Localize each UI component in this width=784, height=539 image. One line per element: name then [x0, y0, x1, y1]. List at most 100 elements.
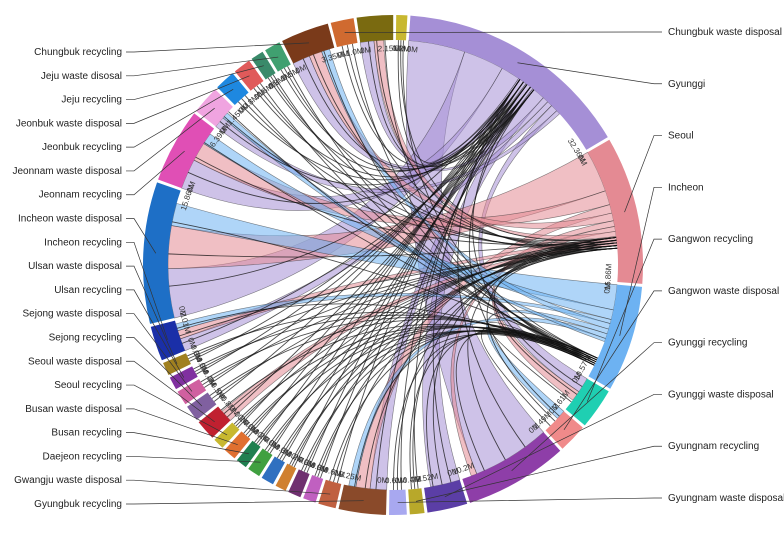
link-incheon-to-jeonbuk-waste-disposal — [259, 83, 595, 366]
leader-busan-recycling — [126, 432, 249, 455]
tick-min-chungbuk-recycling: 0M — [294, 63, 308, 76]
tick-min-incheon: 0M — [602, 282, 612, 294]
arc-sejong-recycling — [187, 392, 217, 420]
link-seoul-to-seoul-waste-disposal — [223, 247, 618, 414]
label-chungbuk-recycling: Chungbuk recycling — [34, 47, 122, 58]
arc-sejong-waste-disposal — [177, 379, 207, 405]
tick-min-gyungnam-recycling: 0M — [410, 474, 422, 484]
label-seoul-recycling: Seoul recycling — [54, 380, 122, 391]
arc-chungnam-waste-disposal — [395, 15, 408, 41]
label-gyunggi: Gyunggi — [668, 79, 705, 90]
link-gyunggi-to-jeonbuk-recycling — [237, 86, 531, 181]
leader-gyungnam-recycling — [415, 445, 662, 502]
link-gyunggi-to-chungnam-recycling — [367, 41, 535, 168]
link-incheon-to-chungnam-waste-disposal — [402, 40, 598, 359]
tick-min-chungnam-recycling: 0M — [360, 45, 372, 55]
tick-max-chungbuk-waste-disposal: 1.0M — [345, 46, 364, 58]
tick-min-gyungnam-waste-disposal: 0M — [395, 476, 407, 485]
label-gyungnam-waste-disposal: Gyungnam waste disposal — [668, 493, 784, 504]
link-seoul-to-gyungbuk-recycling — [364, 247, 618, 489]
leader-incheon — [619, 186, 662, 336]
link-seoul-to-busan-recycling — [256, 239, 617, 445]
link-gyunggi-to-jeonbuk-waste-disposal — [253, 87, 535, 178]
leader-seoul-waste-disposal — [126, 360, 215, 423]
leader-gyunggi-recycling — [511, 342, 662, 471]
link-incheon-to-chungnam-recycling — [384, 40, 595, 366]
link-seoul-to-chungbuk-recycling — [312, 54, 617, 246]
label-gangwon-waste-disposal: Gangwon waste disposal — [668, 286, 779, 297]
label-jeju-recycling: Jeju recycling — [61, 95, 122, 106]
ribbon-gyunggi-to-chungnam-recycling — [359, 40, 549, 171]
tick-min-gyunggi-waste-disposal: 0M — [446, 466, 459, 478]
arc-gwangju-recycling — [303, 474, 324, 503]
tick-min-incheon-recycling: 0M — [186, 336, 199, 350]
leader-seoul — [624, 135, 662, 213]
label-daejeon-recycling: Daejeon recycling — [43, 451, 123, 462]
link-incheon-to-sejong-waste-disposal — [200, 317, 598, 383]
tick-min-gyungbuk-recycling: 0M — [377, 476, 389, 486]
link-gyunggi-to-incheon-recycling — [181, 89, 535, 344]
link-seoul-to-jeju-waste-disosal — [283, 67, 617, 244]
label-gyunggi-recycling: Gyunggi recycling — [668, 338, 747, 349]
link-incheon-to-chungbuk-recycling — [323, 50, 597, 363]
label-gangwon-recycling: Gangwon recycling — [668, 234, 753, 245]
label-busan-waste-disposal: Busan waste disposal — [25, 404, 122, 415]
tick-max-gyungbuk-recycling: 3.25M — [338, 470, 362, 483]
leader-ulsan-recycling — [126, 289, 185, 378]
tick-max-chungnam-waste-disposal: 0.2M — [392, 44, 410, 54]
arc-daegu-recycling — [275, 463, 297, 491]
leader-jeonbuk-recycling — [126, 89, 234, 148]
tick-max-chungnam-recycling: 2.15M — [378, 44, 401, 53]
link-incheon-to-ulsan-waste-disposal — [187, 311, 596, 364]
link-incheon-to-jeju-waste-disosal — [287, 66, 598, 361]
label-incheon-recycling: Incheon recycling — [44, 237, 122, 248]
arc-gyungbuk-recycling — [338, 484, 387, 515]
link-seoul-to-busan-waste-disposal — [245, 242, 617, 436]
tick-min-chungbuk-waste-disposal: 0M — [337, 49, 350, 60]
link-incheon-to-jeonbuk-recycling — [244, 95, 596, 364]
tick-min-gyunggi: 0M — [406, 45, 418, 55]
label-busan-recycling: Busan recycling — [51, 428, 122, 439]
leader-ulsan-waste-disposal — [126, 265, 178, 364]
label-jeonbuk-recycling: Jeonbuk recycling — [42, 142, 122, 153]
link-gyunggi-to-busan-recycling — [258, 81, 524, 446]
arc-ulsan-waste-disposal — [163, 353, 191, 375]
arc-seoul-waste-disposal — [198, 406, 231, 438]
link-seoul-to-chungnam-waste-disposal — [400, 40, 617, 241]
arc-gyunggi — [408, 15, 608, 150]
link-incheon-to-ulsan-recycling — [193, 314, 597, 370]
label-gyunggi-waste-disposal: Gyunggi waste disposal — [668, 389, 774, 400]
label-sejong-waste-disposal: Sejong waste disposal — [22, 309, 122, 320]
leader-sejong-recycling — [126, 337, 203, 407]
arc-chungbuk-recycling — [282, 23, 335, 64]
link-incheon-to-daejeon-waste-disposal — [276, 330, 595, 459]
link-incheon-to-jeju-recycling — [272, 74, 598, 359]
arc-daejeon-waste-disposal — [261, 456, 285, 485]
label-gwangju-waste-disposal: Gwangju waste disposal — [14, 475, 122, 486]
leader-jeju-recycling — [126, 65, 264, 100]
leader-seoul-recycling — [126, 384, 228, 436]
link-gyunggi-to-chungnam-waste-disposal — [397, 40, 521, 164]
link-incheon-to-busan-recycling — [254, 326, 598, 443]
leader-chungbuk-recycling — [126, 42, 309, 53]
link-seoul-to-chungbuk-waste-disposal — [346, 44, 618, 248]
link-gyunggi-to-chungbuk-waste-disposal — [341, 45, 531, 168]
leader-gangwon-recycling — [586, 238, 662, 402]
leader-incheon-waste-disposal — [126, 218, 157, 254]
tick-min-incheon-waste-disposal: 0M — [177, 305, 188, 318]
link-seoul-to-jeonnam-waste-disposal — [223, 116, 617, 247]
leader-gangwon-waste-disposal — [563, 290, 662, 431]
tick-max-gyungnam-waste-disposal: 0.6M — [385, 476, 403, 485]
tick-max-gyunggi-waste-disposal: 2.52M — [415, 472, 439, 484]
arc-gangwon-recycling — [565, 378, 609, 426]
arc-daegu-waste-disposal — [288, 469, 310, 498]
label-incheon-waste-disposal: Incheon waste disposal — [18, 214, 122, 225]
link-seoul-to-incheon-recycling — [179, 247, 618, 337]
label-jeonnam-recycling: Jeonnam recycling — [39, 190, 122, 201]
leader-daejeon-recycling — [126, 456, 261, 463]
label-gyungbuk-recycling: Gyungbuk recycling — [34, 499, 122, 510]
arc-incheon-waste-disposal — [143, 182, 181, 324]
link-gyunggi-to-chungbuk-recycling — [302, 58, 528, 170]
tick-min-chungnam-waste-disposal: 0M — [394, 44, 406, 53]
tick-min-gwangju-recycling: 0M — [315, 463, 329, 475]
